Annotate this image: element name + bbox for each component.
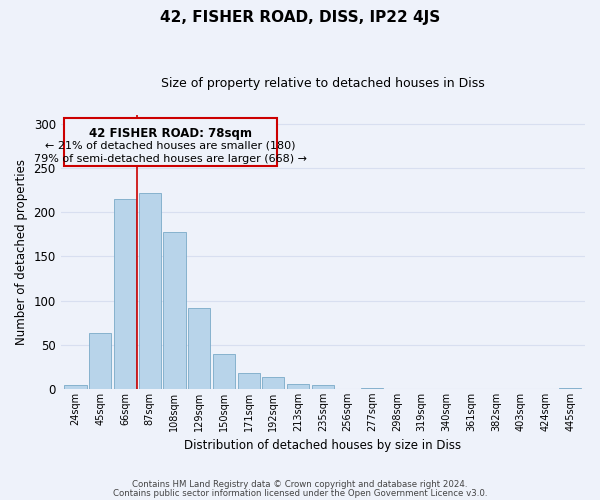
Text: 42 FISHER ROAD: 78sqm: 42 FISHER ROAD: 78sqm (89, 127, 252, 140)
Bar (114, 199, 136, 389)
Bar (64, 386, 86, 389)
Bar (188, 308, 210, 389)
Bar (89, 334, 112, 389)
Bar (312, 386, 334, 389)
FancyBboxPatch shape (64, 118, 277, 166)
Bar (213, 354, 235, 389)
Text: Contains HM Land Registry data © Crown copyright and database right 2024.: Contains HM Land Registry data © Crown c… (132, 480, 468, 489)
Bar (163, 232, 185, 389)
Text: 42, FISHER ROAD, DISS, IP22 4JS: 42, FISHER ROAD, DISS, IP22 4JS (160, 10, 440, 25)
Bar (559, 388, 581, 389)
Text: Contains public sector information licensed under the Open Government Licence v3: Contains public sector information licen… (113, 490, 487, 498)
Title: Size of property relative to detached houses in Diss: Size of property relative to detached ho… (161, 78, 485, 90)
Bar (287, 384, 309, 389)
Bar (361, 388, 383, 389)
Bar (238, 373, 260, 389)
Text: ← 21% of detached houses are smaller (180): ← 21% of detached houses are smaller (18… (46, 141, 296, 151)
X-axis label: Distribution of detached houses by size in Diss: Distribution of detached houses by size … (184, 440, 461, 452)
Y-axis label: Number of detached properties: Number of detached properties (15, 159, 28, 345)
Bar (139, 193, 161, 389)
Text: 79% of semi-detached houses are larger (668) →: 79% of semi-detached houses are larger (… (34, 154, 307, 164)
Bar (262, 378, 284, 389)
